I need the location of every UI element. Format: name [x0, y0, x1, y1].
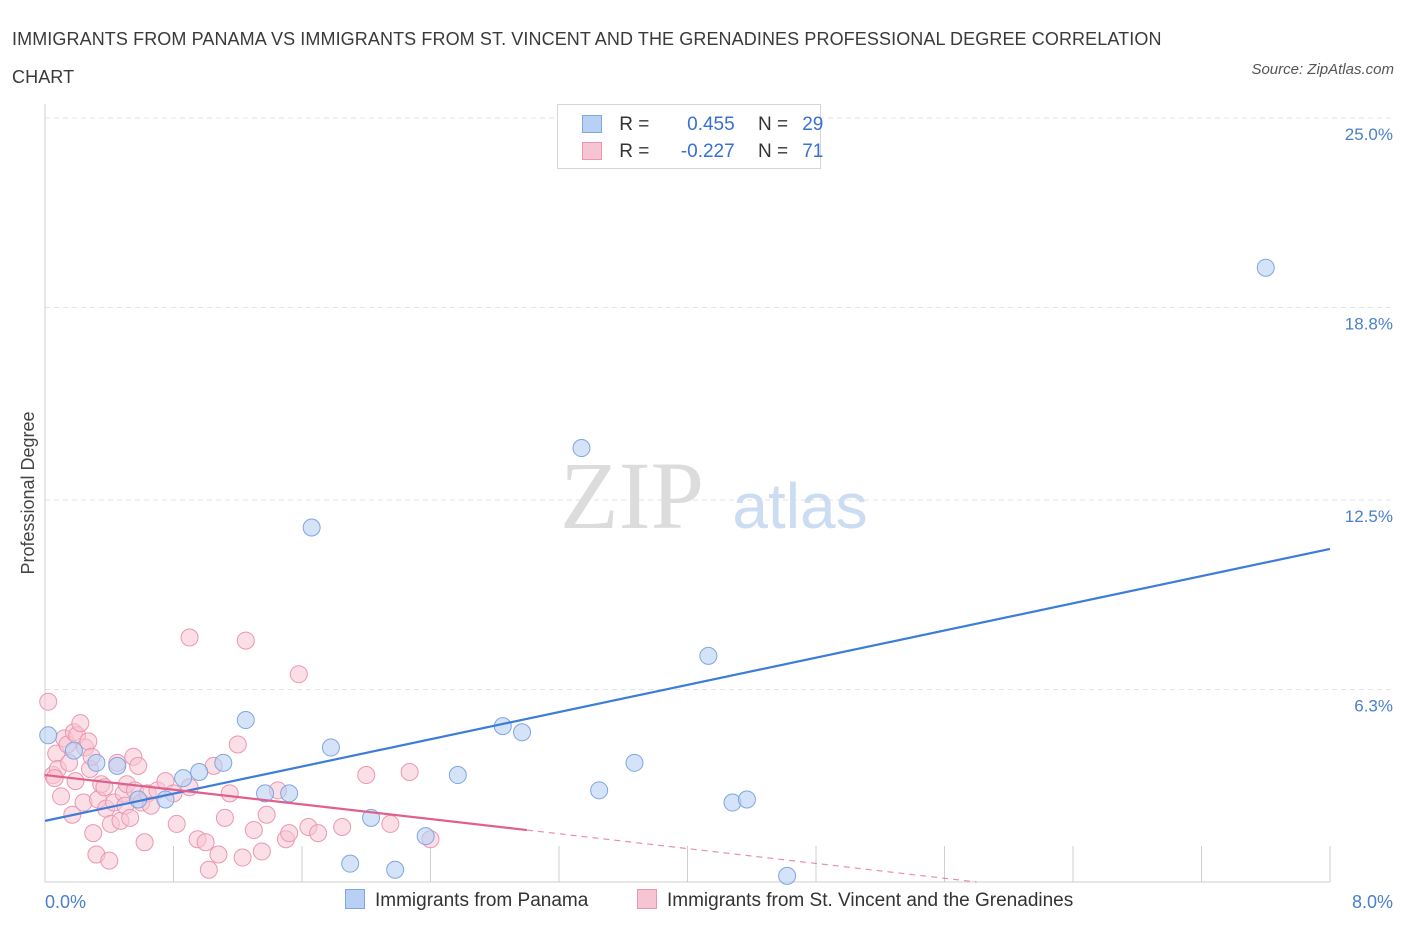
y-tick-label: 6.3% [1354, 696, 1393, 715]
x-tick-label: 0.0% [45, 892, 86, 912]
data-point-panama [256, 784, 275, 803]
data-point-st-vincent [357, 766, 376, 785]
data-point-panama [341, 854, 360, 873]
legend-r-label: R = [619, 114, 650, 135]
data-point-st-vincent [244, 821, 263, 840]
data-point-st-vincent [121, 808, 140, 827]
data-point-st-vincent [45, 769, 64, 788]
legend-r-value-panama: 0.455 [687, 114, 735, 135]
bottom-legend-label-st-vincent: Immigrants from St. Vincent and the Gren… [667, 890, 1074, 911]
data-point-panama [214, 753, 233, 772]
data-point-panama [174, 769, 193, 788]
trend-line-st-vincent [44, 773, 527, 832]
data-point-st-vincent [228, 735, 247, 754]
data-point-st-vincent [233, 848, 252, 867]
legend-r-label: R = [619, 141, 650, 162]
data-point-panama [1256, 258, 1275, 277]
y-tick-label: 18.8% [1345, 314, 1393, 333]
legend-row-panama: R = 0.455 N = 29 [582, 114, 823, 138]
data-point-st-vincent [129, 756, 148, 775]
data-point-st-vincent [100, 851, 119, 870]
bottom-legend-st-vincent: Immigrants from St. Vincent and the Gren… [637, 889, 1073, 912]
data-point-panama [737, 790, 756, 809]
data-point-st-vincent [66, 772, 85, 791]
data-point-panama [513, 723, 532, 742]
data-point-panama [590, 781, 609, 800]
data-point-panama [386, 860, 405, 879]
data-point-st-vincent [280, 824, 299, 843]
data-point-st-vincent [135, 833, 154, 852]
data-point-st-vincent [309, 824, 328, 843]
data-point-st-vincent [196, 833, 215, 852]
data-point-st-vincent [167, 814, 186, 833]
data-point-st-vincent [381, 814, 400, 833]
legend-n-label: N = [757, 141, 789, 162]
y-tick-label: 12.5% [1345, 507, 1393, 526]
bottom-legend-label-panama: Immigrants from Panama [375, 890, 589, 911]
legend-n-label: N = [757, 114, 789, 135]
grid-lines [45, 117, 1395, 690]
trend-lines [44, 547, 1331, 883]
bottom-swatch-blue [345, 889, 365, 909]
data-point-panama [416, 827, 435, 846]
y-tick-labels: 6.3% 12.5% 18.8% 25.0% [1345, 125, 1393, 715]
series-st-vincent-points [39, 628, 440, 879]
data-point-st-vincent [52, 787, 71, 806]
legend-n-value-panama: 29 [802, 114, 824, 135]
data-point-st-vincent [220, 784, 239, 803]
data-point-st-vincent [79, 732, 98, 751]
data-point-st-vincent [236, 631, 255, 650]
watermark-zip: ZIP [560, 442, 704, 549]
series-panama-points [39, 258, 1275, 885]
bottom-swatch-pink [637, 889, 657, 909]
data-point-panama [108, 756, 127, 775]
chart-title: IMMIGRANTS FROM PANAMA VS IMMIGRANTS FRO… [12, 29, 1162, 87]
bottom-legend-panama: Immigrants from Panama [345, 889, 588, 912]
x-tick-labels: 0.0% 8.0% [45, 892, 1393, 912]
data-point-st-vincent [39, 692, 58, 711]
data-point-panama [321, 738, 340, 757]
legend-swatch-blue [582, 115, 602, 133]
trend-line-panama [44, 547, 1331, 822]
x-tick-label: 8.0% [1352, 892, 1393, 912]
data-point-st-vincent [333, 817, 352, 836]
data-point-st-vincent [400, 762, 419, 781]
correlation-legend: R = 0.455 N = 29 R = -0.227 N = 71 [557, 104, 823, 169]
y-tick-label: 25.0% [1345, 125, 1393, 144]
data-point-panama [625, 753, 644, 772]
data-point-st-vincent [257, 805, 276, 824]
data-point-panama [39, 726, 58, 745]
data-point-panama [572, 439, 591, 458]
data-point-st-vincent [209, 845, 228, 864]
data-point-panama [448, 766, 467, 785]
legend-r-value-st-vincent: -0.227 [680, 141, 735, 162]
data-point-st-vincent [180, 628, 199, 647]
data-point-panama [64, 741, 83, 760]
data-point-st-vincent [252, 842, 271, 861]
data-point-panama [87, 753, 106, 772]
data-point-panama [280, 784, 299, 803]
data-point-panama [699, 646, 718, 665]
source-label: Source: ZipAtlas.com [1251, 61, 1394, 78]
data-point-panama [778, 866, 797, 885]
data-point-panama [236, 711, 255, 730]
y-axis-title: Professional Degree [18, 411, 38, 574]
legend-n-value-st-vincent: 71 [802, 141, 824, 162]
data-point-panama [302, 518, 321, 537]
data-point-st-vincent [84, 824, 103, 843]
data-point-panama [190, 762, 209, 781]
data-point-st-vincent [289, 665, 308, 684]
legend-swatch-pink [582, 142, 602, 160]
legend-row-st-vincent: R = -0.227 N = 71 [582, 141, 823, 165]
watermark: ZIP atlas [560, 442, 868, 549]
axes [44, 104, 1331, 883]
watermark-atlas: atlas [732, 470, 867, 542]
data-point-st-vincent [71, 714, 90, 733]
trend-line-st-vincent-extension [526, 829, 977, 883]
data-point-st-vincent [215, 808, 234, 827]
data-point-st-vincent [199, 860, 218, 879]
